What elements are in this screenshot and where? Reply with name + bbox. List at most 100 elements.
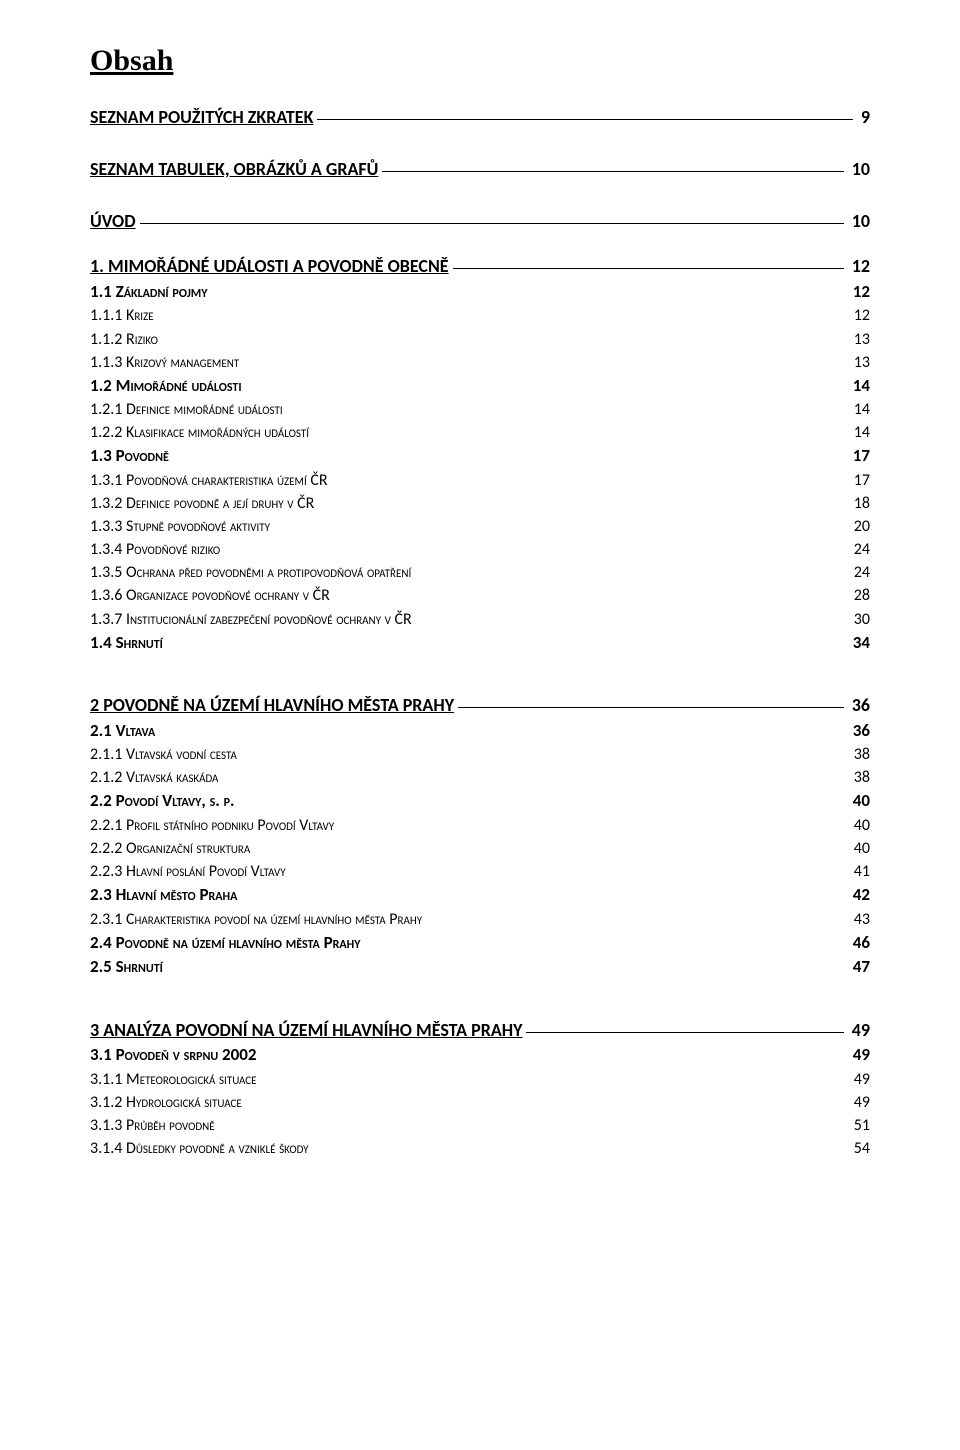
toc-entry: 2 POVODNĚ NA ÚZEMÍ HLAVNÍHO MĚSTA PRAHY 3… [90,694,870,718]
toc-label: 1.3.6 Organizace povodňové ochrany v ČR [90,585,330,606]
toc-page-number: 12 [850,305,870,326]
toc-label: 1.2.2 Klasifikace mimořádných událostí [90,422,309,443]
toc-page-number: 30 [850,609,870,630]
toc-page-number: 49 [850,1092,870,1113]
toc-entry: 1.3.7 Institucionální zabezpečení povodň… [90,609,870,630]
toc-page-number: 13 [850,329,870,350]
toc-entry: 2.1 Vltava 36 [90,720,870,742]
toc-page-number: 10 [848,210,870,234]
toc-label: 1.2.1 Definice mimořádné události [90,399,283,420]
toc-entry: 1.1 Základní pojmy12 [90,281,870,303]
toc-leader [382,171,843,172]
toc-entry: 2.4 Povodně na území hlavního města Prah… [90,932,870,954]
toc-page-number: 10 [848,158,870,182]
toc-entry: 3.1.3 Průběh povodně51 [90,1115,870,1136]
toc-label: 3.1.2 Hydrologická situace [90,1092,242,1113]
toc-label: 3.1.4 Důsledky povodně a vzniklé škody [90,1138,309,1159]
toc-entry: 1.4 Shrnutí 34 [90,632,870,654]
toc-entry: SEZNAM TABULEK, OBRÁZKŮ A GRAFŮ 10 [90,158,870,182]
toc-entry: 3 ANALÝZA POVODNÍ NA ÚZEMÍ HLAVNÍHO MĚST… [90,1019,870,1043]
toc-label: 2.1.2 Vltavská kaskáda [90,767,218,788]
toc-entry: 2.3 Hlavní město Praha42 [90,884,870,906]
toc-page-number: 36 [848,694,870,718]
toc-page-number: 12 [849,281,870,303]
toc-page-number: 24 [850,539,870,560]
toc-entry: 3.1.4 Důsledky povodně a vzniklé škody 54 [90,1138,870,1159]
toc-label: 2 POVODNĚ NA ÚZEMÍ HLAVNÍHO MĚSTA PRAHY [90,694,454,718]
toc-entry: SEZNAM POUŽITÝCH ZKRATEK 9 [90,106,870,130]
toc-label: 2.2 Povodí Vltavy, s. p. [90,790,235,812]
toc-page-number: 49 [850,1069,870,1090]
toc-entry: 3.1 Povodeň v srpnu 200249 [90,1044,870,1066]
toc-page-number: 46 [849,932,870,954]
toc-entry: 2.3.1 Charakteristika povodí na území hl… [90,909,870,930]
toc-label: 2.2.1 Profil státního podniku Povodí Vlt… [90,815,334,836]
toc-label: 3 ANALÝZA POVODNÍ NA ÚZEMÍ HLAVNÍHO MĚST… [90,1019,522,1043]
toc-page-number: 36 [849,720,870,742]
toc-page-number: 9 [857,106,870,130]
toc-page-number: 17 [850,470,870,491]
toc-list: SEZNAM POUŽITÝCH ZKRATEK 9 SEZNAM TABULEK,… [90,106,870,1159]
toc-label: 1.3.7 Institucionální zabezpečení povodň… [90,609,412,630]
toc-label: 1.1.2 Riziko [90,329,158,350]
toc-label: 2.3.1 Charakteristika povodí na území hl… [90,909,422,930]
toc-entry: 1.3 Povodně 17 [90,445,870,467]
toc-entry: 2.1.2 Vltavská kaskáda 38 [90,767,870,788]
page-title: Obsah [90,44,870,78]
toc-label: 1. MIMOŘÁDNÉ UDÁLOSTI A POVODNĚ OBECNĚ [90,255,449,279]
toc-page-number: 34 [849,632,870,654]
toc-label: 1.1.3 Krizový management [90,352,239,373]
toc-label: 1.3.3 Stupně povodňové aktivity [90,516,270,537]
toc-leader [317,119,852,120]
toc-page-number: 49 [849,1044,870,1066]
toc-entry: 1.1.1 Krize 12 [90,305,870,326]
toc-leader [453,268,844,269]
toc-page-number: 20 [850,516,870,537]
toc-page-number: 14 [849,375,870,397]
toc-label: 1.1.1 Krize [90,305,154,326]
toc-entry: 1.2.1 Definice mimořádné události 14 [90,399,870,420]
toc-entry: 3.1.2 Hydrologická situace 49 [90,1092,870,1113]
toc-label: 2.2.2 Organizační struktura [90,838,250,859]
toc-page-number: 40 [849,790,870,812]
toc-label: 2.1 Vltava [90,720,155,742]
toc-entry: 1.1.3 Krizový management 13 [90,352,870,373]
toc-entry: 1.2 Mimořádné události14 [90,375,870,397]
toc-page-number: 38 [850,744,870,765]
toc-label: SEZNAM TABULEK, OBRÁZKŮ A GRAFŮ [90,158,378,182]
toc-leader [458,707,844,708]
toc-label: 1.4 Shrnutí [90,632,163,654]
toc-label: 2.1.1 Vltavská vodní cesta [90,744,237,765]
toc-entry: 2.2.2 Organizační struktura40 [90,838,870,859]
toc-entry: 2.2.3 Hlavní poslání Povodí Vltavy 41 [90,861,870,882]
toc-leader [526,1032,843,1033]
toc-page-number: 41 [850,861,870,882]
toc-page-number: 47 [849,956,870,978]
toc-page-number: 18 [850,493,870,514]
toc-page: Obsah SEZNAM POUŽITÝCH ZKRATEK 9 SEZNAM TA… [0,0,960,1199]
toc-label: 1.3 Povodně [90,445,169,467]
toc-entry: 1.1.2 Riziko 13 [90,329,870,350]
toc-entry: 1.2.2 Klasifikace mimořádných událostí14 [90,422,870,443]
toc-label: 3.1.3 Průběh povodně [90,1115,215,1136]
toc-leader [140,223,844,224]
toc-page-number: 38 [850,767,870,788]
toc-page-number: 12 [848,255,870,279]
toc-page-number: 17 [849,445,870,467]
toc-entry: 1.3.3 Stupně povodňové aktivity 20 [90,516,870,537]
toc-page-number: 54 [850,1138,870,1159]
toc-page-number: 42 [849,884,870,906]
toc-page-number: 13 [850,352,870,373]
toc-label: 2.4 Povodně na území hlavního města Prah… [90,932,361,954]
toc-entry: 2.1.1 Vltavská vodní cesta 38 [90,744,870,765]
toc-label: 2.2.3 Hlavní poslání Povodí Vltavy [90,861,286,882]
toc-label: SEZNAM POUŽITÝCH ZKRATEK [90,106,313,130]
toc-entry: 1.3.2 Definice povodně a její druhy v ČR… [90,493,870,514]
toc-label: 1.3.2 Definice povodně a její druhy v ČR [90,493,314,514]
toc-entry: 3.1.1 Meteorologická situace49 [90,1069,870,1090]
toc-page-number: 14 [850,399,870,420]
toc-entry: 1.3.1 Povodňová charakteristika území ČR… [90,470,870,491]
toc-entry: 1.3.5 Ochrana před povodněmi a protipovo… [90,562,870,583]
toc-entry: 1.3.6 Organizace povodňové ochrany v ČR2… [90,585,870,606]
toc-entry: ÚVOD10 [90,210,870,234]
